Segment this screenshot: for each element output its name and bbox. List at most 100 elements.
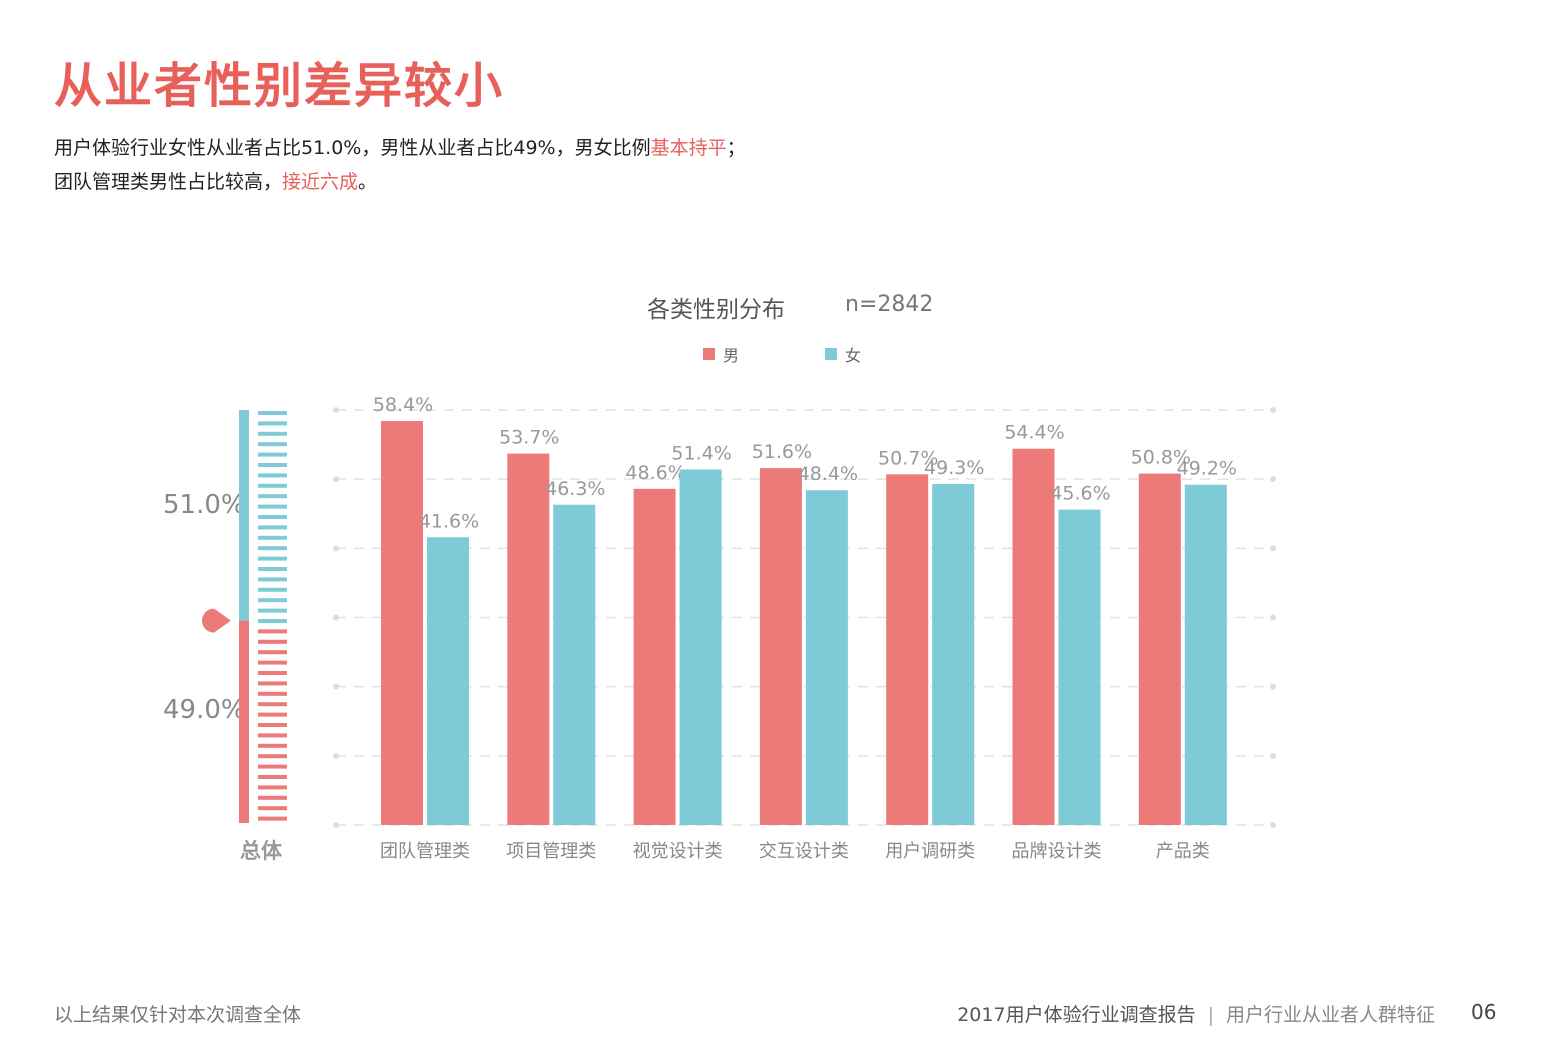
data-label: 50.7% — [878, 447, 938, 469]
gauge-tick — [258, 598, 287, 603]
data-label: 51.4% — [671, 442, 731, 464]
gauge-tick — [258, 587, 287, 592]
gauge-tick — [258, 494, 287, 499]
data-label: 49.3% — [924, 457, 984, 479]
bar-male — [507, 453, 550, 825]
grid-dot — [1270, 752, 1276, 759]
grid-dot — [333, 822, 339, 828]
description-line-1: 用户体验行业女性从业者占比51.0%，男性从业者占比49%，男女比例基本持平； — [54, 133, 746, 160]
data-label: 54.4% — [1004, 422, 1064, 444]
gauge-tick — [258, 733, 287, 738]
gauge-tick — [258, 442, 287, 447]
highlight: 接近六成 — [282, 171, 359, 193]
grid-dot — [1270, 545, 1276, 552]
gauge-tick — [258, 483, 287, 488]
data-label: 50.8% — [1131, 447, 1191, 469]
data-label: 49.2% — [1177, 458, 1237, 480]
bar-male — [886, 474, 929, 825]
gauge-tick — [258, 567, 287, 571]
gauge-tick — [258, 546, 287, 551]
text: ； — [726, 137, 746, 159]
data-label: 51.6% — [752, 441, 812, 463]
gauge-tick — [258, 525, 287, 530]
grid-dot — [1270, 476, 1276, 483]
gauge-male-label: 49.0% — [163, 695, 246, 725]
legend-male: 男 — [703, 342, 739, 366]
gauge-tick — [258, 764, 287, 769]
gauge-tick — [258, 671, 287, 675]
gauge-tick — [258, 691, 287, 696]
gauge-tick — [258, 556, 287, 561]
highlight: 基本持平 — [650, 137, 727, 159]
category-label: 团队管理类 — [380, 841, 470, 862]
gauge-tick — [258, 504, 287, 509]
gauge-tick — [258, 743, 287, 748]
legend-label: 男 — [723, 346, 740, 365]
footer-note: 以上结果仅针对本次调查全体 — [54, 1004, 302, 1026]
grid-dot — [1270, 683, 1276, 690]
gauge-tick — [258, 650, 287, 655]
report-name: 2017用户体验行业调查报告 — [957, 1004, 1196, 1026]
gauge-tick — [258, 452, 287, 457]
bar-male — [381, 421, 423, 825]
gauge-tick — [258, 775, 287, 779]
gauge-tick — [258, 515, 287, 519]
grid-dot — [1270, 407, 1276, 413]
bar-male — [759, 468, 802, 825]
category-label: 品牌设计类 — [1012, 841, 1102, 862]
gauge-female-label: 51.0% — [163, 490, 246, 520]
category-label: 用户调研类 — [885, 841, 975, 862]
gauge-tick — [258, 681, 287, 686]
legend-label: 女 — [845, 346, 862, 365]
data-label: 48.4% — [798, 463, 858, 485]
gauge-label: 总体 — [240, 839, 283, 863]
bar-female — [1058, 509, 1101, 825]
gauge-tick — [258, 463, 287, 467]
data-label: 46.3% — [545, 478, 605, 500]
grid-dot — [333, 545, 339, 552]
data-label: 45.6% — [1050, 483, 1110, 505]
data-label: 41.6% — [419, 510, 479, 532]
bar-male — [633, 488, 676, 825]
gauge-tick — [258, 577, 287, 582]
category-label: 项目管理类 — [506, 841, 596, 862]
category-label: 交互设计类 — [759, 841, 849, 862]
page-title: 从业者性别差异较小 — [54, 58, 505, 114]
gauge-tick — [258, 816, 287, 821]
chart-title: 各类性别分布 — [647, 297, 785, 323]
gauge-tick — [258, 785, 287, 790]
gauge-tick — [258, 795, 287, 800]
gauge-tick — [258, 421, 287, 426]
gauge-female-bar — [239, 410, 249, 621]
grid-dot — [333, 614, 339, 621]
bar-female — [553, 504, 596, 825]
gauge-tick — [258, 431, 287, 436]
gauge-tick — [258, 806, 287, 811]
gauge-tick — [258, 660, 287, 665]
text: 。 — [358, 171, 378, 193]
gauge-tick — [258, 535, 287, 540]
category-label: 视觉设计类 — [633, 841, 723, 862]
data-label: 58.4% — [373, 394, 433, 416]
bar-male — [1012, 448, 1055, 825]
section-name: 用户行业从业者人群特征 — [1225, 1004, 1435, 1026]
bar-female — [427, 537, 469, 825]
bar-female — [679, 469, 722, 825]
grid-dot — [333, 407, 339, 413]
grid-dot — [333, 752, 339, 759]
gauge-tick — [258, 473, 287, 478]
gauge-tick — [258, 608, 287, 613]
grid-dot — [333, 683, 339, 690]
bar-female — [1184, 484, 1227, 825]
gauge-tick — [258, 411, 287, 415]
gauge-tick — [258, 629, 287, 634]
data-label: 53.7% — [499, 427, 559, 449]
bar-male — [1138, 473, 1181, 825]
gauge-tick — [258, 639, 287, 644]
data-label: 48.6% — [625, 462, 685, 484]
description-line-2: 团队管理类男性占比较高，接近六成。 — [54, 167, 377, 194]
bar-female — [932, 484, 975, 825]
gauge-tick — [258, 723, 287, 727]
gauge-tick — [258, 619, 287, 623]
